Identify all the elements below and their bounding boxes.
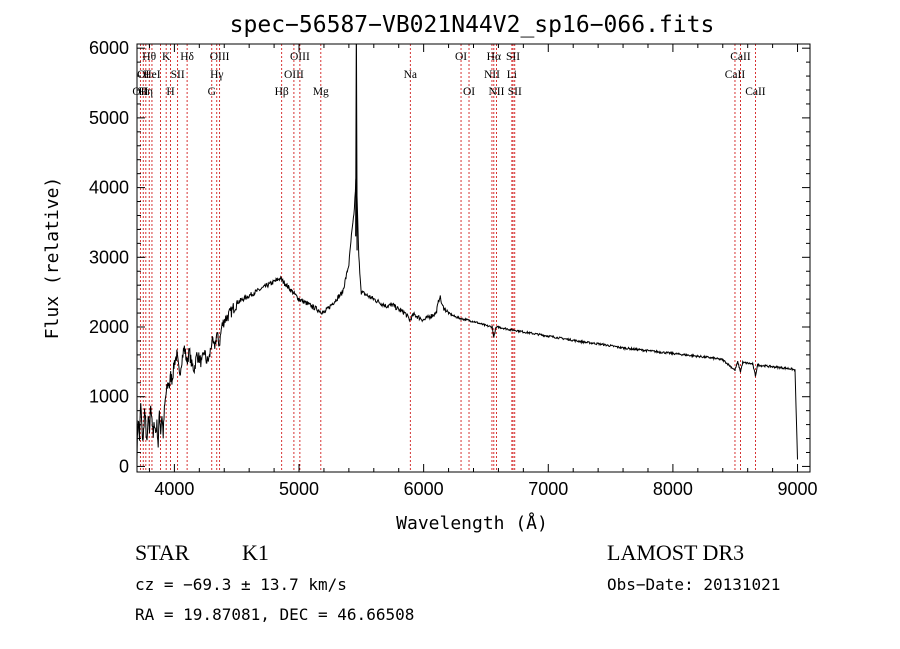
redshift-text: cz = −69.3 ± 13.7 km/s	[135, 575, 347, 594]
spectral-line-label: CaII	[725, 69, 746, 81]
y-tick-label: 0	[119, 456, 129, 476]
spectral-line-label: SII	[508, 86, 522, 98]
spectral-line-label: H	[166, 86, 174, 98]
x-tick-label: 7000	[528, 479, 568, 499]
y-axis-label: Flux (relative)	[42, 177, 63, 340]
y-tick-label: 3000	[89, 247, 129, 267]
spectral-line-label: G	[208, 86, 216, 98]
plot-frame	[136, 43, 811, 473]
y-tick-label: 2000	[89, 317, 129, 337]
spectral-line-label: Hβ	[275, 86, 289, 98]
chart-title: spec−56587−VB021N44V2_sp16−066.fits	[230, 12, 715, 38]
survey-name: LAMOST DR3	[607, 540, 744, 565]
x-tick-label: 6000	[404, 479, 444, 499]
x-tick-label: 8000	[653, 479, 693, 499]
spectral-line-label: Li	[507, 69, 517, 81]
spectral-line-label: OI	[455, 51, 467, 63]
spectral-line-label: Mg	[313, 86, 329, 98]
spectral-line-label: K	[162, 51, 171, 63]
spectral-line-label: OI	[137, 69, 149, 81]
spectral-line-label: Hδ	[180, 51, 194, 63]
spectral-line-label: CaII	[745, 86, 766, 98]
spectral-lines	[139, 44, 756, 472]
spectrum-series-line	[136, 175, 798, 460]
spectral-line-label: Hγ	[210, 69, 223, 81]
spectral-line-label: OIII	[284, 69, 304, 81]
coords-text: RA = 19.87081, DEC = 46.66508	[135, 605, 414, 624]
y-tick-label: 6000	[89, 38, 129, 58]
x-axis-ticks: 4000 5000 6000 7000 8000 9000	[148, 44, 818, 499]
object-class: STAR	[135, 540, 190, 565]
spectral-line-label: Hα	[487, 51, 501, 63]
spectral-line-label: Hθ	[142, 51, 156, 63]
spectral-line-label: Na	[404, 69, 417, 81]
spectral-line-label: Hη	[139, 86, 153, 98]
object-subclass: K1	[242, 540, 269, 565]
x-tick-label: 5000	[279, 479, 319, 499]
spectral-line-label: OII	[132, 86, 148, 98]
spectral-line-label: NII	[484, 69, 500, 81]
spectral-line-label: CaII	[730, 51, 751, 63]
spectral-line-label: HeI	[143, 69, 160, 81]
y-tick-label: 4000	[89, 178, 129, 198]
spectral-line-label: OIII	[210, 51, 230, 63]
x-tick-label: 9000	[778, 479, 818, 499]
x-axis-label: Wavelength (Å)	[396, 512, 548, 534]
obs-date-text: Obs−Date: 20131021	[607, 575, 780, 594]
y-axis-ticks: 0 1000 2000 3000 4000 5000 6000	[89, 38, 810, 476]
spectral-line-label: NII	[488, 86, 504, 98]
spectral-line-label: SII	[171, 69, 185, 81]
spectral-line-label: SII	[506, 51, 520, 63]
spectral-line-label: OIII	[290, 51, 310, 63]
y-tick-label: 5000	[89, 108, 129, 128]
x-tick-label: 4000	[154, 479, 194, 499]
y-tick-label: 1000	[89, 387, 129, 407]
emission-spike	[355, 43, 358, 251]
spectral-line-label: OI	[463, 86, 475, 98]
